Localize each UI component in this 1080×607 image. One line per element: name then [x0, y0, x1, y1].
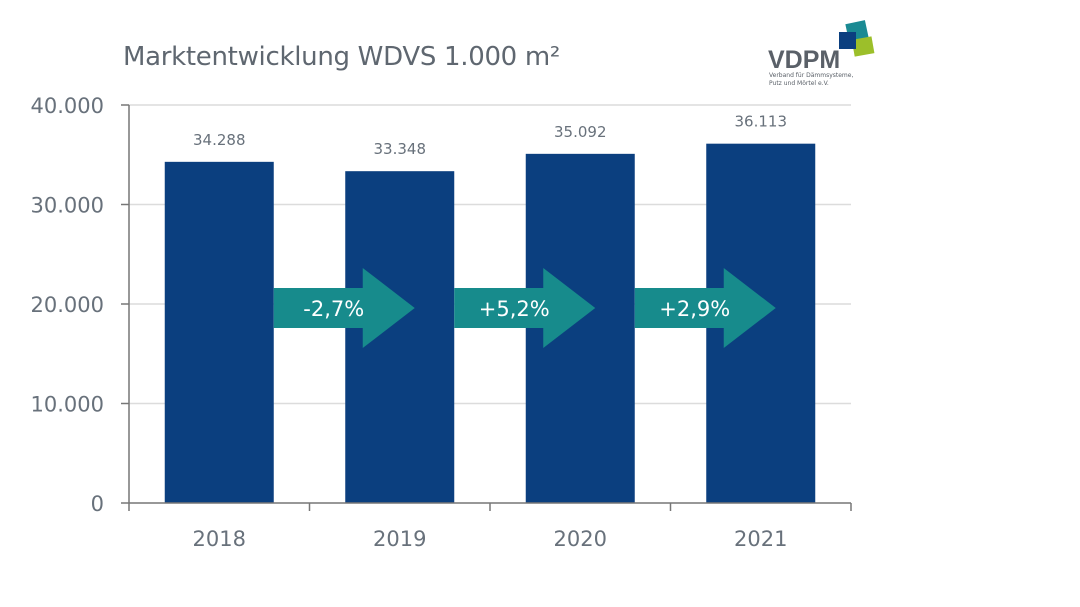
- y-tick-label: 10.000: [31, 393, 104, 417]
- chart-title: Marktentwicklung WDVS 1.000 m²: [123, 42, 561, 72]
- x-tick-label: 2019: [373, 527, 426, 551]
- x-tick-label: 2018: [193, 527, 246, 551]
- x-tick-label: 2020: [554, 527, 607, 551]
- logo-subtitle-1: Verband für Dämmsysteme,: [769, 72, 853, 79]
- change-label: +5,2%: [479, 297, 550, 321]
- y-tick-label: 0: [91, 492, 104, 516]
- change-arrow: [634, 268, 776, 348]
- change-label: +2,9%: [659, 297, 730, 321]
- change-label: -2,7%: [303, 297, 364, 321]
- data-label: 35.092: [554, 123, 607, 141]
- change-arrow: [273, 268, 415, 348]
- logo-subtitle-2: Putz und Mörtel e.V.: [769, 80, 829, 87]
- y-tick-label: 30.000: [31, 194, 104, 218]
- y-tick-label: 40.000: [31, 94, 104, 118]
- svg-text:VDPM: VDPM: [768, 46, 840, 74]
- data-label: 36.113: [735, 113, 788, 131]
- bar-2020: [525, 153, 635, 503]
- data-label: 34.288: [193, 131, 246, 149]
- bar-2019: [345, 171, 455, 504]
- y-tick-label: 20.000: [31, 293, 104, 317]
- bar-2018: [164, 161, 274, 503]
- x-tick-label: 2021: [734, 527, 787, 551]
- vdpm-logo: VDPM Verband für Dämmsysteme, Putz und M…: [768, 20, 875, 87]
- data-label: 33.348: [374, 140, 427, 158]
- change-arrow: [454, 268, 596, 348]
